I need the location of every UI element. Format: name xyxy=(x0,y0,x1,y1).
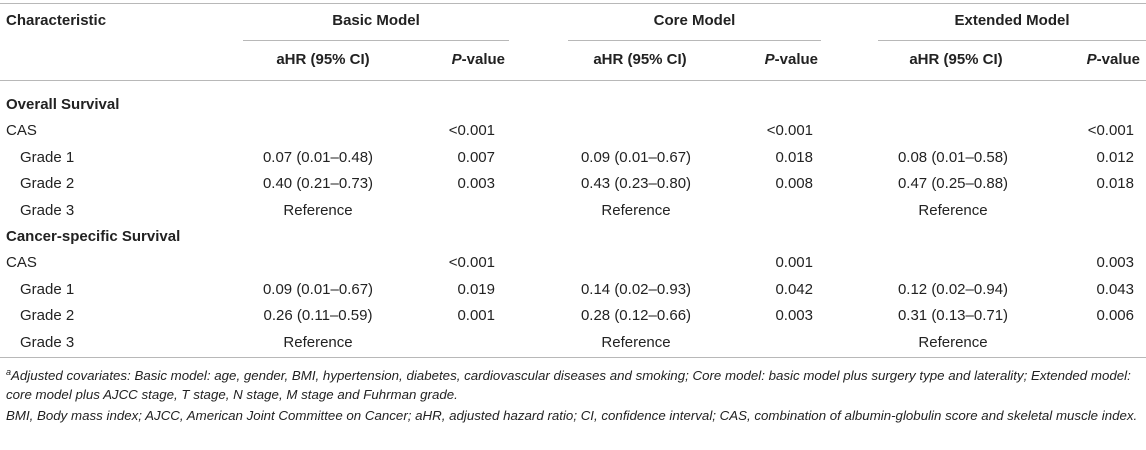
p-suffix: -value xyxy=(461,51,505,68)
row-label: Grade 3 xyxy=(20,334,75,351)
cell-core-ahr: 0.09 (0.01–0.67) xyxy=(580,149,692,166)
cell-basic-p: 0.019 xyxy=(457,281,495,298)
cell-core-p: 0.018 xyxy=(775,149,813,166)
cell-basic-p: 0.003 xyxy=(457,175,495,192)
cell-extended-ahr: 0.47 (0.25–0.88) xyxy=(897,175,1009,192)
footnote-abbreviations: BMI, Body mass index; AJCC, American Joi… xyxy=(6,408,1138,423)
cell-basic-ahr: 0.09 (0.01–0.67) xyxy=(262,281,374,298)
row-label: Grade 3 xyxy=(20,202,75,219)
cell-core-ahr: Reference xyxy=(601,334,671,351)
footnote-marker: a xyxy=(6,367,12,377)
cell-basic-ahr: 0.26 (0.11–0.59) xyxy=(263,307,373,324)
p-italic: P xyxy=(1086,51,1097,68)
cell-core-p: <0.001 xyxy=(766,122,813,139)
row-label: Grade 2 xyxy=(20,175,75,192)
basic-model-rule xyxy=(243,40,509,41)
row-label: Grade 1 xyxy=(20,149,75,166)
cell-core-p: 0.008 xyxy=(775,175,813,192)
cell-core-p: 0.042 xyxy=(775,281,813,298)
table-bottom-rule xyxy=(0,357,1146,358)
core-model-rule xyxy=(568,40,821,41)
cell-extended-p: 0.018 xyxy=(1096,175,1134,192)
cell-core-p: 0.003 xyxy=(775,307,813,324)
basic-p-header: P-value xyxy=(409,51,505,69)
row-label: Grade 1 xyxy=(20,281,75,298)
cell-extended-ahr: 0.31 (0.13–0.71) xyxy=(897,307,1009,324)
cell-extended-ahr: 0.08 (0.01–0.58) xyxy=(897,149,1009,166)
cell-extended-p: 0.043 xyxy=(1096,281,1134,298)
cell-basic-p: <0.001 xyxy=(448,122,495,139)
cell-basic-p: 0.007 xyxy=(457,149,495,166)
section-title: Cancer-specific Survival xyxy=(6,228,181,245)
cell-extended-p: 0.006 xyxy=(1096,307,1134,324)
core-model-header: Core Model xyxy=(653,12,736,29)
extended-p-header: P-value xyxy=(1044,51,1140,69)
cell-core-p: 0.001 xyxy=(775,254,813,271)
basic-model-header: Basic Model xyxy=(332,12,420,29)
top-rule xyxy=(0,3,1146,4)
row-label: CAS xyxy=(6,122,37,139)
p-suffix: -value xyxy=(774,51,818,68)
core-p-header: P-value xyxy=(722,51,818,69)
section-title: Overall Survival xyxy=(6,96,120,113)
cell-basic-p: <0.001 xyxy=(448,254,495,271)
p-italic: P xyxy=(451,51,462,68)
cell-basic-ahr: 0.07 (0.01–0.48) xyxy=(262,149,374,166)
cell-extended-p: <0.001 xyxy=(1087,122,1134,139)
basic-ahr-header: aHR (95% CI) xyxy=(276,51,370,68)
cell-core-ahr: 0.43 (0.23–0.80) xyxy=(580,175,692,192)
header-bottom-rule xyxy=(0,80,1146,81)
cell-core-ahr: Reference xyxy=(601,202,671,219)
cell-basic-ahr: Reference xyxy=(283,202,353,219)
footnote-covariates: aAdjusted covariates: Basic model: age, … xyxy=(6,366,1140,404)
row-label: Grade 2 xyxy=(20,307,75,324)
extended-ahr-header: aHR (95% CI) xyxy=(909,51,1003,68)
p-italic: P xyxy=(764,51,775,68)
extended-model-rule xyxy=(878,40,1146,41)
cell-extended-ahr: 0.12 (0.02–0.94) xyxy=(897,281,1009,298)
cell-core-ahr: 0.28 (0.12–0.66) xyxy=(580,307,692,324)
core-ahr-header: aHR (95% CI) xyxy=(593,51,687,68)
cell-extended-ahr: Reference xyxy=(918,334,988,351)
row-label: CAS xyxy=(6,254,37,271)
cell-extended-p: 0.012 xyxy=(1096,149,1134,166)
cell-basic-ahr: Reference xyxy=(283,334,353,351)
extended-model-header: Extended Model xyxy=(954,12,1070,29)
footnote-covariates-text: Adjusted covariates: Basic model: age, g… xyxy=(6,368,1131,402)
cell-extended-p: 0.003 xyxy=(1096,254,1134,271)
cell-basic-ahr: 0.40 (0.21–0.73) xyxy=(262,175,374,192)
cell-extended-ahr: Reference xyxy=(918,202,988,219)
characteristic-header: Characteristic xyxy=(6,12,107,29)
p-suffix: -value xyxy=(1096,51,1140,68)
cell-core-ahr: 0.14 (0.02–0.93) xyxy=(580,281,692,298)
cell-basic-p: 0.001 xyxy=(457,307,495,324)
